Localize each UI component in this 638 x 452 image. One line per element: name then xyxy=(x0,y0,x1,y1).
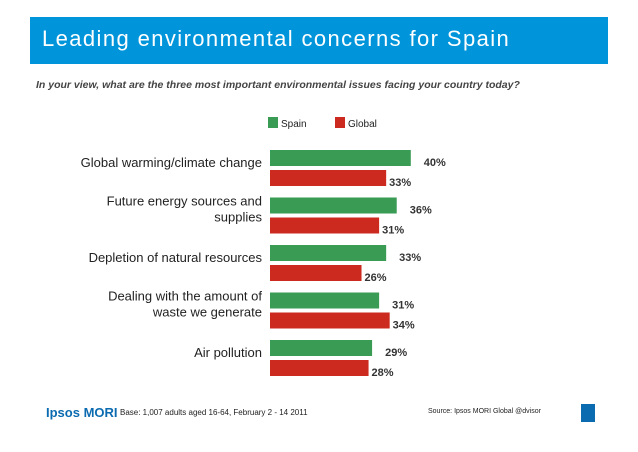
bar-spain xyxy=(270,292,380,309)
legend-label-global: Global xyxy=(348,119,377,130)
data-label-spain: 33% xyxy=(399,252,421,264)
data-label-spain: 31% xyxy=(392,300,414,312)
bar-spain xyxy=(270,245,387,261)
bar-global xyxy=(270,170,387,186)
category-label: Dealing with the amount of waste we gener… xyxy=(108,289,262,320)
ipsos-logo-icon xyxy=(581,404,595,422)
bar-global xyxy=(270,217,380,234)
bar-spain xyxy=(270,150,411,166)
legend-swatch-global xyxy=(335,117,345,128)
data-label-global: 26% xyxy=(365,272,387,284)
category-label: Depletion of natural resources xyxy=(89,250,263,265)
question-subtitle: In your view, what are the three most im… xyxy=(36,79,520,91)
bar-global xyxy=(270,265,362,281)
category-label: Air pollution xyxy=(194,345,262,360)
bar-spain xyxy=(270,197,397,214)
data-label-spain: 29% xyxy=(385,347,407,359)
title-banner: Leading environmental concerns for Spain xyxy=(30,17,608,64)
data-label-global: 33% xyxy=(389,177,411,189)
category-label: Future energy sources and supplies xyxy=(107,194,263,225)
legend-swatch-spain xyxy=(268,117,278,128)
category-label: Global warming/climate change xyxy=(81,155,262,170)
ipsos-mori-logo: Ipsos MORI xyxy=(46,405,118,420)
data-label-global: 28% xyxy=(372,367,394,379)
bar-spain xyxy=(270,340,373,356)
source-note: Source: Ipsos MORI Global @dvisor xyxy=(428,408,541,415)
bar-global xyxy=(270,312,390,329)
base-note: Base: 1,007 adults aged 16-64, February … xyxy=(120,408,308,417)
data-label-spain: 36% xyxy=(410,205,432,217)
data-label-global: 34% xyxy=(393,320,415,332)
legend-label-spain: Spain xyxy=(281,119,307,130)
page-title: Leading environmental concerns for Spain xyxy=(42,26,511,51)
data-label-global: 31% xyxy=(382,225,404,237)
data-label-spain: 40% xyxy=(424,157,446,169)
bar-global xyxy=(270,360,369,376)
